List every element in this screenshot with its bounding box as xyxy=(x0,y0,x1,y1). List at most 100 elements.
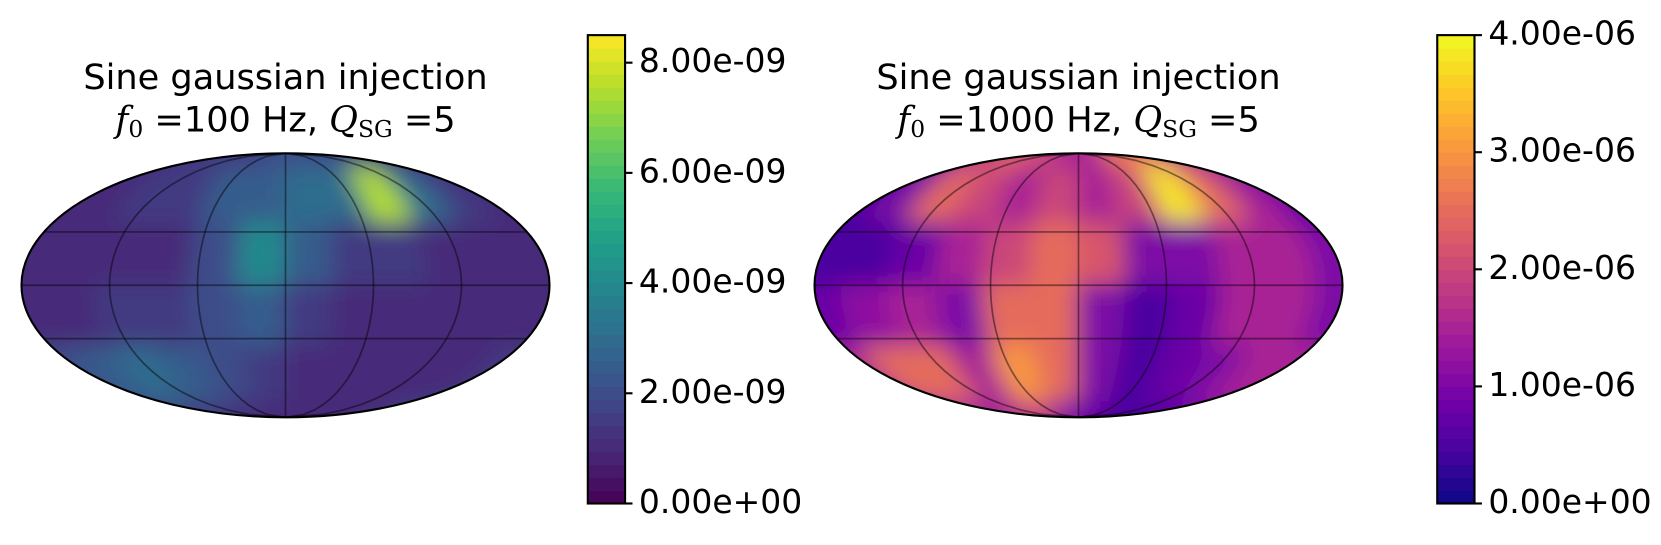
colorbar-band xyxy=(1437,230,1475,244)
chart-subtitle: f0 =100 Hz, QSG =5 xyxy=(112,99,455,143)
colorbar-band xyxy=(1437,360,1475,375)
colorbar-band xyxy=(587,360,626,375)
chart-subtitle: f0 =1000 Hz, QSG =5 xyxy=(894,99,1260,143)
colorbar-band xyxy=(1437,256,1475,270)
heat-cell xyxy=(1077,401,1111,418)
colorbar-band xyxy=(1437,165,1475,179)
colorbar-tick-label: 4.00e-09 xyxy=(639,262,787,301)
colorbar-band xyxy=(1437,373,1475,388)
heat-cell xyxy=(1078,401,1143,418)
colorbar-band xyxy=(1437,477,1475,492)
colorbar-tick-label: 4.00e-06 xyxy=(1488,14,1636,53)
meridian xyxy=(1078,153,1256,418)
heat-cell xyxy=(1014,401,1079,418)
colorbar-band xyxy=(587,48,626,62)
colorbar-band xyxy=(1437,87,1475,101)
colorbar-tick-label: 8.00e-09 xyxy=(639,41,787,80)
colorbar-band xyxy=(587,334,626,349)
colorbar-band xyxy=(1437,74,1475,88)
colorbar-band xyxy=(1437,464,1475,479)
colorbar-band xyxy=(587,113,626,127)
subtitle-part: =5 xyxy=(393,99,456,140)
colorbar-band xyxy=(587,35,626,49)
meridian xyxy=(285,153,463,418)
colorbar-band xyxy=(1437,386,1475,401)
colorbar-band xyxy=(587,204,626,218)
colorbar-band xyxy=(587,243,626,257)
subtitle-part: Q xyxy=(329,99,358,140)
subtitle-part: =5 xyxy=(1197,99,1260,140)
heat-cell xyxy=(285,401,381,418)
colorbar-band xyxy=(587,178,626,192)
colorbar-band xyxy=(587,191,626,205)
colorbar-tick-label: 0.00e+00 xyxy=(639,482,802,521)
colorbar-band xyxy=(1437,399,1475,414)
colorbar-band xyxy=(587,347,626,362)
colorbar-band xyxy=(587,425,626,440)
colorbar-band xyxy=(1437,438,1475,453)
colorbar-band xyxy=(587,139,626,153)
colorbar-band xyxy=(1437,347,1475,362)
colorbar-band xyxy=(587,464,626,479)
colorbar-band xyxy=(587,61,626,75)
colorbar-band xyxy=(587,165,626,179)
chart-title: Sine gaussian injection xyxy=(876,57,1280,98)
colorbar-band xyxy=(1437,178,1475,192)
meridian xyxy=(1078,153,1168,418)
colorbar-band xyxy=(587,490,626,505)
meridian xyxy=(989,153,1079,418)
heat-cell xyxy=(190,401,286,418)
graticule xyxy=(21,153,550,418)
heat-cell xyxy=(253,401,287,418)
meridian xyxy=(196,153,286,418)
colorbar-band xyxy=(1437,35,1475,49)
colorbar-band xyxy=(1437,100,1475,114)
subtitle-part: 0 xyxy=(910,114,925,142)
colorbar-tick-label: 2.00e-09 xyxy=(639,372,787,411)
heat-cell xyxy=(284,401,318,418)
colorbar-band xyxy=(1437,191,1475,205)
subtitle-part: =100 Hz, xyxy=(143,99,329,140)
colorbar-band xyxy=(1437,425,1475,440)
meridian xyxy=(108,153,286,418)
colorbar-band xyxy=(1437,412,1475,427)
colorbar-band xyxy=(587,412,626,427)
colorbar-band xyxy=(587,256,626,270)
colorbar-band xyxy=(587,308,626,322)
meridian xyxy=(285,153,375,418)
meridian xyxy=(901,153,1079,418)
colorbar-tick-label: 6.00e-09 xyxy=(639,151,787,190)
colorbar-band xyxy=(1437,451,1475,466)
colorbar-band xyxy=(587,321,626,335)
colorbar: 0.00e+00 1.00e-06 2.00e-06 3.00e-06 4.00e-06 xyxy=(1436,14,1652,521)
subtitle-part: SG xyxy=(1162,114,1197,142)
colorbar-band xyxy=(587,230,626,244)
heat-cell xyxy=(1046,401,1080,418)
colorbar-tick-label: 0.00e+00 xyxy=(1488,482,1651,521)
colorbar-band xyxy=(587,477,626,492)
subtitle-part: Q xyxy=(1133,99,1162,140)
colorbar-band xyxy=(587,373,626,388)
colorbar-band xyxy=(1437,217,1475,231)
colorbar-band xyxy=(587,399,626,414)
colorbar-tick-label: 2.00e-06 xyxy=(1488,248,1636,287)
colorbar-band xyxy=(1437,204,1475,218)
colorbar-band xyxy=(1437,308,1475,322)
colorbar-band xyxy=(587,451,626,466)
colorbar-band xyxy=(587,126,626,140)
chart-title: Sine gaussian injection xyxy=(83,57,487,98)
colorbar-band xyxy=(1437,282,1475,296)
colorbar-band xyxy=(1437,321,1475,335)
colorbar-tick-label: 3.00e-06 xyxy=(1488,131,1636,170)
colorbar-band xyxy=(587,152,626,166)
colorbar-band xyxy=(1437,243,1475,257)
colorbar-band xyxy=(1437,61,1475,75)
colorbar-band xyxy=(587,269,626,283)
colorbar-band xyxy=(1437,269,1475,283)
graticule xyxy=(814,153,1343,418)
colorbar-band xyxy=(1437,48,1475,62)
subtitle-part: 0 xyxy=(128,114,143,142)
colorbar-band xyxy=(587,386,626,401)
colorbar-tick-label: 1.00e-06 xyxy=(1488,365,1636,404)
